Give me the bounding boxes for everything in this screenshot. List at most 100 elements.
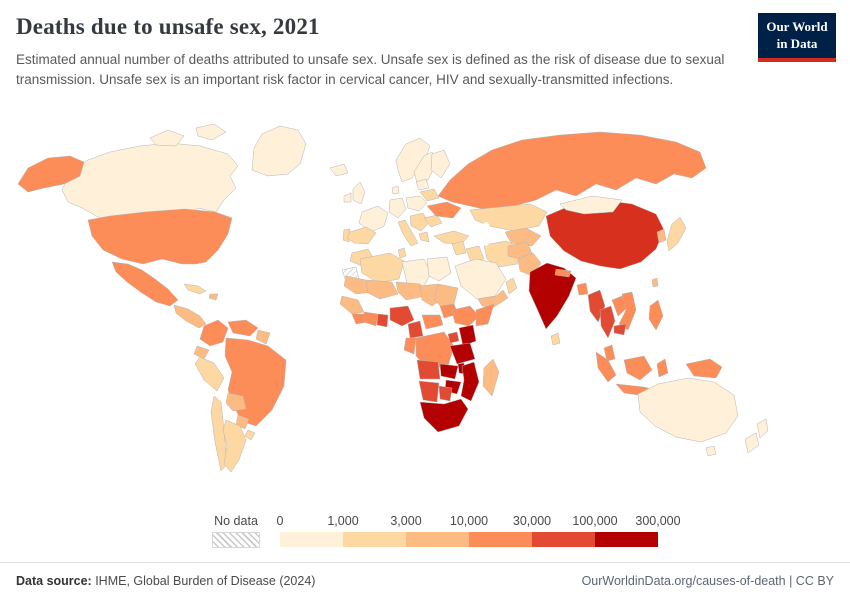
region-united-kingdom[interactable] — [352, 181, 366, 205]
region-australia[interactable] — [637, 377, 739, 443]
region-poland[interactable] — [405, 195, 428, 212]
region-cameroon[interactable] — [407, 320, 424, 339]
region-finland[interactable] — [430, 149, 451, 179]
region-ecuador[interactable] — [193, 345, 210, 360]
region-indonesia-sulawesi[interactable] — [656, 358, 669, 378]
region-philippines[interactable] — [648, 299, 664, 331]
region-central-asia[interactable] — [504, 227, 542, 247]
legend-color-swatch[interactable] — [343, 532, 406, 547]
region-new-zealand-north[interactable] — [756, 418, 769, 439]
region-kenya[interactable] — [458, 324, 477, 347]
region-ukraine[interactable] — [426, 201, 462, 219]
legend-color-swatch[interactable] — [280, 532, 343, 547]
legend-color-swatch[interactable] — [406, 532, 469, 547]
region-canada[interactable] — [149, 129, 185, 147]
region-mali[interactable] — [365, 279, 399, 300]
region-chile[interactable] — [210, 395, 228, 472]
region-tanzania[interactable] — [449, 342, 476, 365]
region-cuba[interactable] — [183, 283, 207, 295]
region-mexico[interactable] — [111, 261, 179, 307]
region-tasmania[interactable] — [705, 445, 717, 457]
region-balkans[interactable] — [409, 212, 430, 232]
region-iceland[interactable] — [329, 163, 349, 177]
region-madagascar[interactable] — [482, 358, 500, 397]
legend-color-swatch[interactable] — [469, 532, 532, 547]
region-kazakhstan[interactable] — [469, 203, 548, 232]
owid-logo[interactable]: Our World in Data — [758, 13, 836, 62]
region-botswana[interactable] — [438, 385, 453, 402]
region-new-zealand-south[interactable] — [744, 432, 760, 454]
region-india[interactable] — [528, 262, 577, 330]
region-libya[interactable] — [401, 258, 432, 287]
region-peru[interactable] — [194, 356, 225, 392]
region-hispaniola[interactable] — [208, 293, 219, 301]
region-niger[interactable] — [395, 281, 427, 301]
region-south-africa[interactable] — [419, 398, 469, 433]
region-nepal[interactable] — [554, 268, 572, 278]
region-uruguay[interactable] — [244, 429, 256, 441]
region-congo-gabon[interactable] — [403, 337, 417, 355]
region-ethiopia[interactable] — [451, 305, 480, 327]
region-united-states[interactable] — [87, 208, 233, 265]
region-cote-divoire[interactable] — [363, 311, 379, 327]
region-spain[interactable] — [346, 226, 377, 245]
region-greece[interactable] — [418, 231, 430, 243]
region-russia[interactable] — [437, 131, 707, 212]
region-uganda[interactable] — [447, 331, 460, 344]
region-japan[interactable] — [666, 216, 687, 252]
region-algeria[interactable] — [359, 252, 405, 284]
region-saudi-arabia[interactable] — [454, 258, 507, 300]
region-france[interactable] — [358, 205, 389, 233]
region-vietnam[interactable] — [618, 291, 637, 331]
region-oman[interactable] — [505, 277, 518, 295]
region-romania[interactable] — [423, 214, 443, 228]
legend-no-data-swatch[interactable] — [212, 532, 260, 548]
region-venezuela[interactable] — [227, 319, 259, 337]
region-guyanas[interactable] — [255, 329, 271, 345]
region-mongolia[interactable] — [559, 195, 623, 215]
region-bangladesh[interactable] — [576, 282, 589, 296]
region-turkey[interactable] — [433, 230, 470, 245]
region-bolivia[interactable] — [225, 392, 247, 412]
region-tunisia[interactable] — [397, 247, 407, 259]
region-senegal-guinea[interactable] — [339, 295, 365, 315]
region-angola[interactable] — [416, 359, 441, 380]
region-alaska[interactable] — [17, 155, 85, 193]
region-somalia[interactable] — [475, 303, 495, 327]
region-baltics[interactable] — [415, 178, 430, 191]
region-belarus[interactable] — [419, 188, 440, 202]
region-brazil[interactable] — [224, 337, 287, 427]
region-argentina[interactable] — [222, 419, 247, 473]
region-cambodia[interactable] — [613, 323, 627, 336]
region-egypt[interactable] — [426, 256, 452, 282]
region-malaysia[interactable] — [603, 344, 616, 362]
region-colombia[interactable] — [199, 319, 229, 347]
region-thailand[interactable] — [599, 305, 616, 339]
region-central-america[interactable] — [173, 304, 207, 329]
region-levant[interactable] — [451, 240, 467, 256]
region-nigeria[interactable] — [389, 305, 415, 327]
region-canada[interactable] — [195, 123, 227, 141]
region-greenland[interactable] — [251, 125, 307, 177]
region-mozambique[interactable] — [460, 361, 480, 402]
region-iraq[interactable] — [465, 245, 485, 263]
region-sri-lanka[interactable] — [550, 332, 561, 346]
region-ireland[interactable] — [343, 192, 352, 203]
region-ghana[interactable] — [376, 313, 389, 328]
region-italy[interactable] — [397, 219, 419, 247]
legend-color-swatch[interactable] — [532, 532, 595, 547]
region-taiwan[interactable] — [651, 277, 659, 288]
region-namibia[interactable] — [418, 380, 440, 403]
region-canada[interactable] — [61, 142, 239, 220]
region-central-african-republic[interactable] — [421, 314, 444, 330]
region-indonesia-borneo[interactable] — [623, 355, 653, 381]
region-sudan[interactable] — [433, 283, 459, 307]
region-denmark[interactable] — [391, 185, 400, 195]
owid-credit-link[interactable]: OurWorldinData.org/causes-of-death | CC … — [581, 574, 834, 588]
region-indonesia-sumatra[interactable] — [595, 351, 617, 383]
region-yemen[interactable] — [477, 289, 509, 308]
region-korea[interactable] — [656, 228, 667, 244]
region-zambia[interactable] — [439, 363, 459, 380]
region-germany[interactable] — [388, 197, 407, 219]
region-papua-new-guinea[interactable] — [685, 358, 723, 379]
